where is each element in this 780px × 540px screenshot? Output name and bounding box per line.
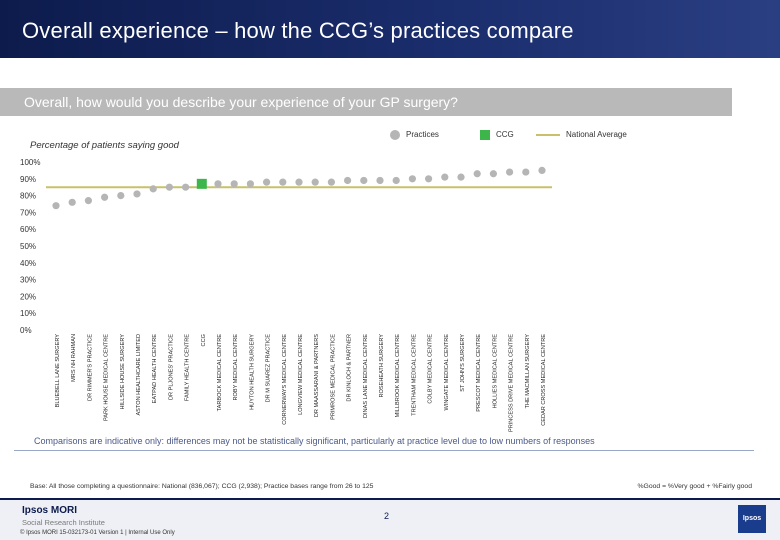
practice-point [182, 183, 190, 191]
y-tick-label: 100% [20, 158, 40, 167]
category-label: PRESCOT MEDICAL CENTRE [476, 334, 482, 412]
category-label: THE MACMILLAN SURGERY [525, 334, 531, 409]
practice-point [441, 173, 449, 181]
practice-point [230, 180, 238, 188]
category-label: HILLSIDE HOUSE SURGERY [120, 334, 126, 410]
practice-point [263, 178, 271, 186]
category-label: ASTON HEALTHCARE LIMITED [136, 334, 142, 416]
category-label: PARK HOUSE MEDICAL CENTRE [104, 334, 110, 421]
footer [0, 500, 780, 540]
category-label: MILLBROOK MEDICAL CENTRE [395, 334, 401, 418]
y-tick-label: 90% [20, 175, 36, 184]
category-label: DR PLJONES' PRACTICE [168, 334, 174, 400]
practice-point [538, 166, 546, 174]
category-label: EATPAD HEALTH CENTRE [152, 334, 158, 404]
y-tick-label: 20% [20, 292, 36, 301]
practice-point [473, 170, 481, 178]
y-tick-label: 60% [20, 225, 36, 234]
national-line-icon [536, 134, 560, 136]
practice-point [68, 198, 76, 206]
practice-point [489, 170, 497, 178]
practice-point [327, 178, 335, 186]
copyright: © Ipsos MORI 15-032173-01 Version 1 | In… [20, 530, 175, 536]
category-label: WINGATE MEDICAL CENTRE [444, 334, 450, 411]
legend-ccg-label: CCG [496, 130, 514, 139]
base-note: Base: All those completing a questionnai… [30, 483, 374, 490]
legend-national-label: National Average [566, 130, 627, 139]
practice-point [425, 175, 433, 183]
category-label: TARBOCK MEDICAL CENTRE [217, 334, 223, 412]
practice-point [506, 168, 514, 176]
ccg-square-icon [480, 130, 490, 140]
practice-point [214, 180, 222, 188]
practice-point [101, 193, 109, 201]
practice-point [360, 176, 368, 185]
practice-point [392, 176, 400, 185]
category-label: ROBY MEDICAL CENTRE [233, 334, 239, 401]
ccg-point [196, 178, 207, 189]
practice-point [84, 197, 92, 205]
category-label: LONGVIEW MEDICAL CENTRE [298, 334, 304, 415]
category-label: ST JOHN'S SURGERY [460, 334, 466, 392]
ipsos-badge: Ipsos [738, 505, 766, 533]
category-label: BLUEBELL LANE SURGERY [55, 334, 61, 408]
ipsos-mori-logo: Ipsos MORI [22, 505, 78, 516]
category-label: COLBY MEDICAL CENTRE [428, 334, 434, 404]
practice-point [344, 176, 352, 185]
practice-point [311, 178, 319, 186]
practice-point [246, 180, 254, 188]
category-label: CORNERWAYS MEDICAL CENTRE [282, 334, 288, 425]
practice-point [408, 175, 416, 183]
category-label: TRENTHAM MEDICAL CENTRE [411, 334, 417, 416]
legend-practices-label: Practices [406, 130, 439, 139]
y-tick-label: 40% [20, 259, 36, 268]
category-label: PRIMROSE MEDICAL PRACTICE [330, 334, 336, 420]
category-label: DR M SUAREZ PRACTICE [266, 334, 272, 403]
page-number: 2 [384, 511, 390, 521]
practice-point [295, 178, 303, 186]
practice-point [165, 183, 173, 191]
category-label: CCG [201, 334, 207, 346]
footer-line [0, 498, 780, 500]
practice-dot-icon [390, 130, 400, 140]
category-label: MRS NH RAHMAN [71, 334, 77, 382]
comparisons-note: Comparisons are indicative only: differe… [34, 436, 595, 446]
practice-point [117, 192, 125, 200]
practice-point [133, 190, 141, 198]
category-label: HOLLIES MEDICAL CENTRE [492, 334, 498, 409]
logo-subtitle: Social Research Institute [22, 518, 105, 527]
y-tick-label: 10% [20, 309, 36, 318]
footer-divider [14, 450, 754, 451]
y-tick-label: 30% [20, 276, 36, 285]
practice-point [376, 176, 384, 185]
question-bar: Overall, how would you describe your exp… [0, 88, 732, 116]
y-tick-label: 50% [20, 242, 36, 251]
category-label: PRINCESS DRIVE MEDICAL CENTRE [509, 334, 515, 432]
good-definition: %Good = %Very good + %Fairly good [637, 483, 752, 490]
category-label: DINAS LANE MEDICAL CENTRE [363, 334, 369, 418]
practice-point [457, 173, 465, 181]
chart-subtitle: Percentage of patients saying good [30, 140, 179, 151]
chart-area: 0% 10% 20% 30% 40% 50% 60% 70% 80% 90% 100% BLUEBEL… [20, 158, 552, 432]
title-bar: Overall experience – how the CCG’s pract… [0, 0, 780, 58]
category-label: HUYTON HEALTH SURGERY [249, 334, 255, 410]
category-label: DR MAASSARANI & PARTNERS [314, 334, 320, 417]
practice-point [522, 168, 530, 176]
practice-point [279, 178, 287, 186]
category-label: DR RIMMER'S PRACTICE [87, 334, 93, 401]
category-label: ROSEHEATH SURGERY [379, 334, 385, 398]
category-label: CEDAR CROSS MEDICAL CENTRE [541, 334, 547, 426]
practice-point [52, 202, 60, 210]
question-text: Overall, how would you describe your exp… [24, 94, 458, 110]
practice-point [149, 185, 157, 193]
category-label: DR KINLOCH & PARTNER [347, 334, 353, 402]
y-tick-label: 70% [20, 208, 36, 217]
page-title: Overall experience – how the CCG’s pract… [22, 18, 574, 43]
y-tick-label: 0% [20, 326, 32, 335]
y-tick-label: 80% [20, 192, 36, 201]
category-label: FAMILY HEALTH CENTRE [185, 334, 191, 401]
